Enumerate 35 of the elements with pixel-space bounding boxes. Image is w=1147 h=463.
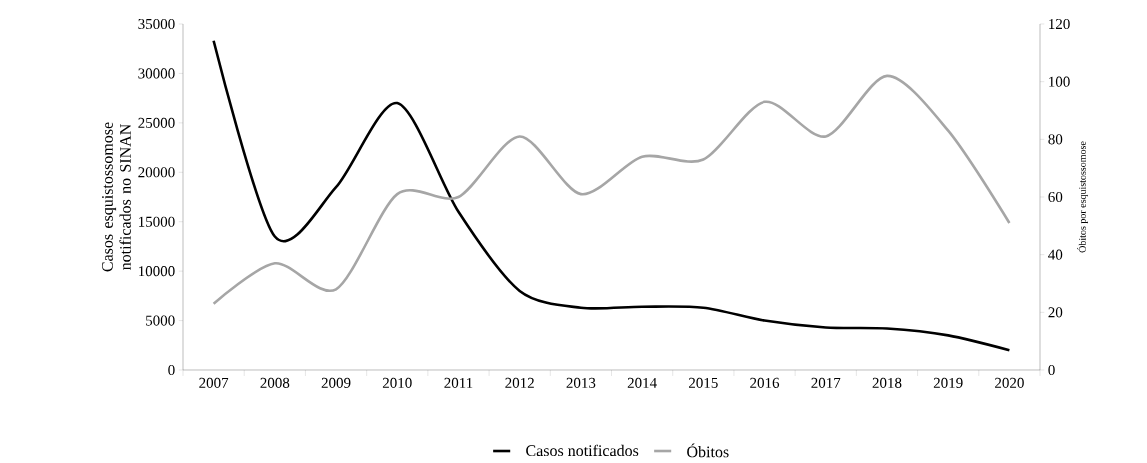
x-tick-label: 2010: [382, 377, 412, 388]
y2-axis-title: Óbitos por esquistossomose: [1077, 141, 1088, 253]
y-axis-title: Casos esquistossomose notificados no SINAN: [102, 122, 131, 272]
y-tick-label: 0: [168, 364, 175, 376]
x-tick-label: 2020: [995, 377, 1024, 388]
y-tick-label: 20000: [138, 167, 175, 178]
x-tick-label: 2008: [260, 377, 290, 388]
y2-tick-label: 20: [1048, 307, 1063, 318]
x-tick-label: 2018: [872, 377, 902, 388]
x-tick-label: 2009: [321, 377, 351, 388]
legend-label: Óbitos: [687, 443, 729, 458]
y2-tick-label: 60: [1048, 191, 1063, 203]
y-tick-label: 10000: [139, 266, 175, 277]
y-tick-label: 30000: [138, 68, 175, 79]
x-tick-label: 2007: [199, 377, 229, 388]
x-tick-label: 2011: [444, 377, 473, 388]
y2-tick-label: 80: [1048, 134, 1063, 145]
legend-label: Casos notificados: [526, 444, 639, 457]
y-tick-label: 15000: [139, 216, 175, 227]
x-tick-label: 2014: [627, 377, 657, 388]
y-tick-label: 5000: [146, 315, 175, 326]
y-tick-label: 35000: [138, 18, 175, 30]
y2-tick-label: 40: [1048, 249, 1063, 260]
x-tick-label: 2015: [688, 377, 718, 388]
x-tick-label: 2017: [811, 377, 841, 388]
x-tick-label: 2016: [750, 377, 780, 388]
x-tick-label: 2013: [566, 377, 596, 388]
y2-tick-label: 120: [1049, 18, 1070, 30]
line-series: [212, 74, 1011, 305]
line-series: [212, 39, 1011, 352]
x-tick-label: 2019: [933, 377, 963, 388]
y2-tick-label: 100: [1049, 76, 1070, 87]
y-tick-label: 25000: [138, 117, 175, 128]
y2-tick-label: 0: [1048, 364, 1055, 376]
x-tick-label: 2012: [505, 377, 534, 388]
